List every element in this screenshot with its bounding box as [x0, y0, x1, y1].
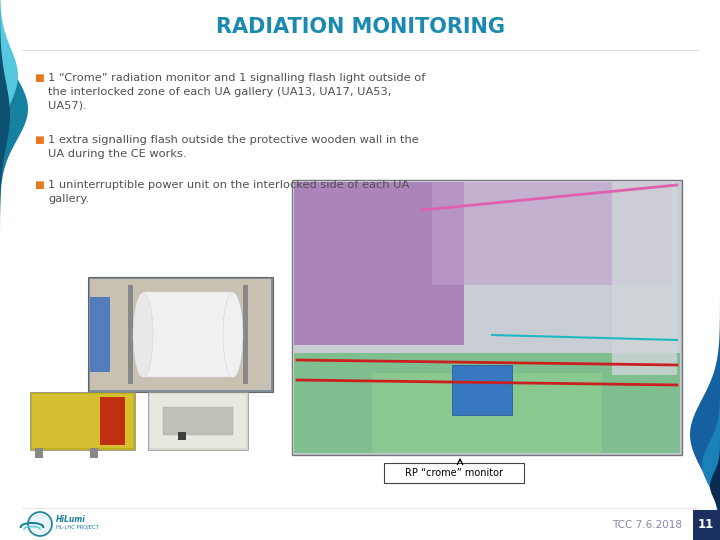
Bar — [143, 292, 233, 377]
Bar — [32, 394, 133, 448]
Polygon shape — [710, 324, 720, 540]
Bar — [90, 297, 110, 372]
Text: 1 extra signalling flash outside the protective wooden wall in the
UA during the: 1 extra signalling flash outside the pro… — [48, 135, 419, 159]
Text: HL-LHC PROJECT: HL-LHC PROJECT — [56, 524, 99, 530]
Text: ■: ■ — [34, 135, 44, 145]
Bar — [150, 394, 246, 448]
Bar — [30, 392, 135, 450]
Bar — [293, 181, 681, 454]
Text: HiLumi: HiLumi — [56, 515, 86, 523]
Bar — [88, 277, 273, 392]
Bar — [452, 365, 512, 415]
Bar — [148, 392, 248, 450]
Text: 11: 11 — [698, 518, 714, 531]
Bar — [243, 285, 248, 384]
FancyBboxPatch shape — [384, 463, 524, 483]
Bar — [693, 510, 720, 540]
Text: ■: ■ — [34, 180, 44, 190]
Bar — [294, 182, 464, 345]
Polygon shape — [0, 0, 10, 459]
Polygon shape — [0, 0, 18, 270]
Bar — [90, 279, 271, 390]
Bar — [432, 182, 672, 285]
Bar — [612, 182, 677, 375]
Text: TCC 7.6.2018: TCC 7.6.2018 — [612, 520, 682, 530]
Bar — [35, 448, 43, 458]
Bar — [163, 407, 233, 435]
Text: RP “crome” monitor: RP “crome” monitor — [405, 468, 503, 478]
Text: ■: ■ — [34, 73, 44, 83]
Text: RADIATION MONITORING: RADIATION MONITORING — [215, 17, 505, 37]
Text: 1 “Crome” radiation monitor and 1 signalling flash light outside of
the interloc: 1 “Crome” radiation monitor and 1 signal… — [48, 73, 426, 110]
Ellipse shape — [133, 293, 153, 377]
Polygon shape — [0, 0, 28, 389]
Bar — [128, 285, 133, 384]
Polygon shape — [690, 189, 720, 540]
Bar — [90, 448, 98, 458]
Bar — [294, 353, 680, 453]
Bar — [292, 180, 682, 455]
Bar — [178, 432, 186, 440]
Polygon shape — [702, 270, 720, 540]
Bar — [100, 397, 125, 445]
Bar — [372, 373, 602, 453]
Ellipse shape — [223, 293, 243, 377]
Text: 1 uninterruptible power unit on the interlocked side of each UA
gallery.: 1 uninterruptible power unit on the inte… — [48, 180, 409, 204]
Circle shape — [28, 512, 52, 536]
